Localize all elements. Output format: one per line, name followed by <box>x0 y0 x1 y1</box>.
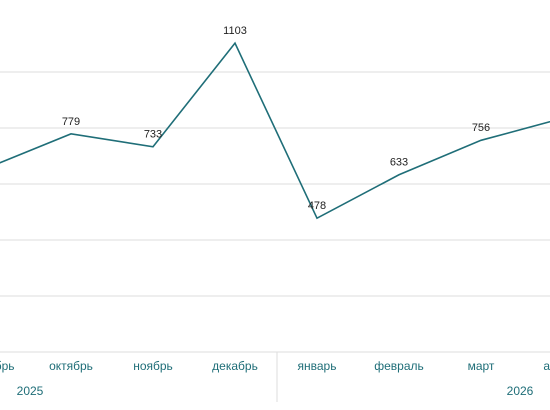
x-tick-label: декабрь <box>212 359 258 373</box>
year-label: 2026 <box>507 384 534 398</box>
value-label: 1103 <box>223 25 247 37</box>
x-tick-label: январь <box>298 359 337 373</box>
x-tick-label: февраль <box>374 359 424 373</box>
x-tick-label: ноябрь <box>133 359 173 373</box>
value-label: 478 <box>308 200 326 212</box>
value-label: 779 <box>62 116 80 128</box>
x-tick-label: апрель <box>543 359 550 373</box>
value-label: 633 <box>390 157 408 169</box>
year-label: 2025 <box>17 384 44 398</box>
line <box>0 41 550 220</box>
value-label: 733 <box>144 129 162 141</box>
x-tick-label: март <box>468 359 495 373</box>
x-tick-label: сентябрь <box>0 359 15 373</box>
x-tick-label: октябрь <box>49 359 93 373</box>
value-label: 756 <box>472 122 490 134</box>
